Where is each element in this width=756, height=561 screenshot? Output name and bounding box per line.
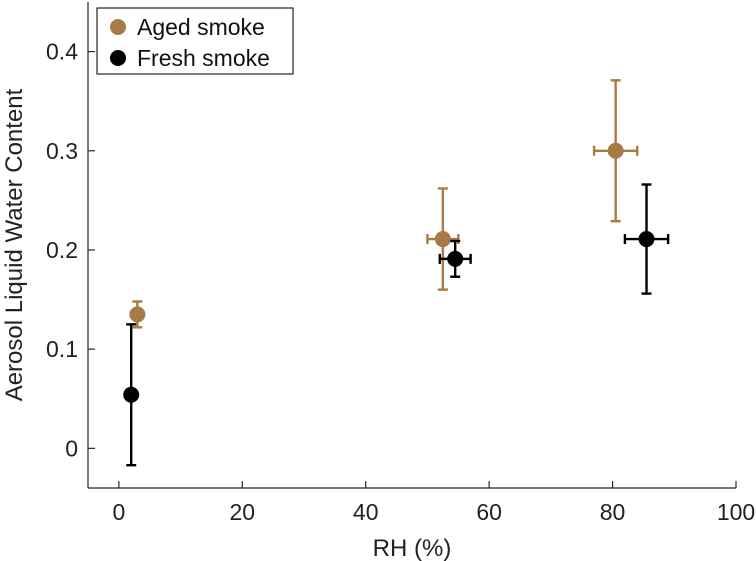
- x-tick-label: 80: [600, 499, 626, 525]
- fresh-smoke-marker: [447, 250, 464, 267]
- x-tick-label: 20: [229, 499, 255, 525]
- fresh-smoke-point: [123, 323, 140, 467]
- aged-smoke-marker: [607, 142, 624, 159]
- y-tick-label: 0.4: [46, 39, 78, 65]
- legend-label-aged-smoke: Aged smoke: [137, 14, 265, 40]
- y-tick-label: 0.2: [46, 237, 78, 263]
- fresh-smoke-marker: [638, 231, 655, 248]
- x-axis-label: RH (%): [373, 535, 452, 561]
- legend-marker-fresh-smoke: [110, 50, 126, 66]
- aged-smoke-marker: [129, 306, 146, 323]
- aged-smoke-point: [129, 300, 146, 329]
- y-axis-label: Aerosol Liquid Water Content: [1, 88, 28, 401]
- fresh-smoke-marker: [123, 386, 140, 403]
- fresh-smoke-point: [623, 183, 670, 295]
- axes: 0 20 40 60 80 100 0 0.1 0.2 0.3 0.4: [46, 2, 755, 525]
- legend: Aged smoke Fresh smoke: [96, 7, 294, 75]
- legend-marker-aged-smoke: [110, 19, 126, 35]
- x-tick-label: 40: [353, 499, 379, 525]
- y-tick-label: 0: [65, 435, 78, 461]
- aged-smoke-point: [592, 79, 639, 223]
- data-marks: [123, 79, 670, 467]
- y-tick-label: 0.3: [46, 138, 78, 164]
- fresh-smoke-point: [438, 239, 472, 278]
- y-tick-label: 0.1: [46, 336, 78, 362]
- aged-smoke-point: [426, 187, 460, 291]
- legend-box: [96, 7, 294, 75]
- x-tick-label: 0: [112, 499, 125, 525]
- x-tick-label: 100: [717, 499, 755, 525]
- x-tick-label: 60: [476, 499, 502, 525]
- aged-smoke-marker: [434, 231, 451, 248]
- legend-label-fresh-smoke: Fresh smoke: [137, 45, 270, 71]
